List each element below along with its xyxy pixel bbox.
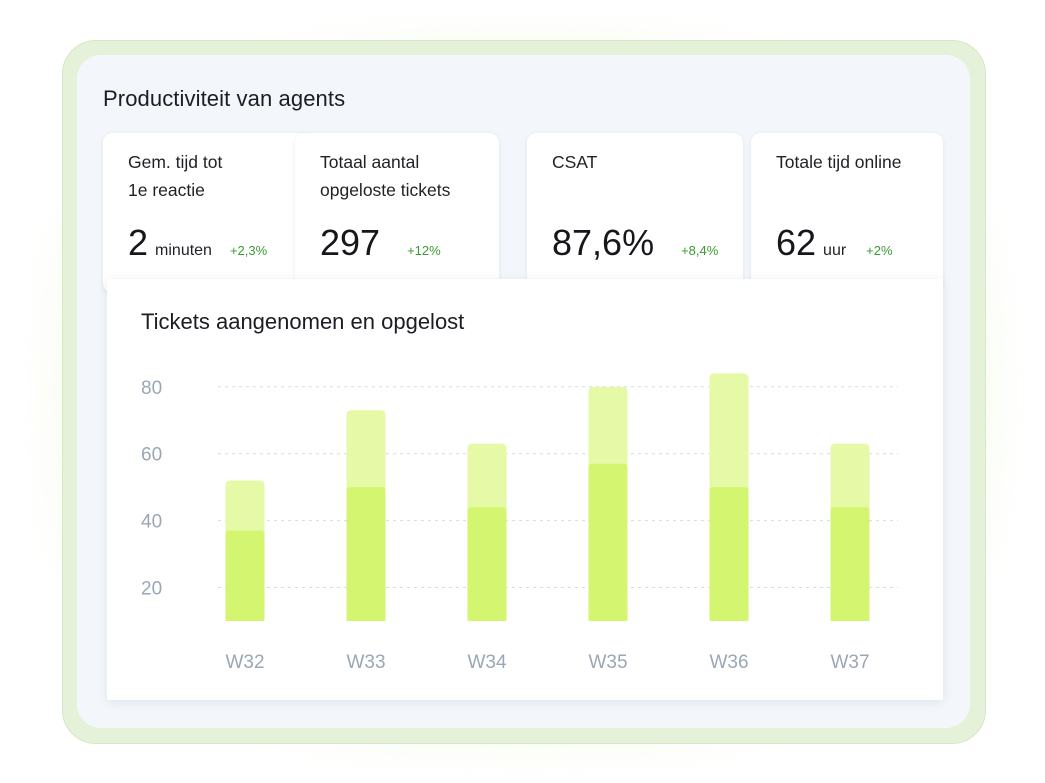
x-tick-label: W36 bbox=[709, 652, 748, 673]
kpi-delta: +12% bbox=[407, 243, 441, 258]
kpi-value: 297 bbox=[320, 222, 381, 263]
y-tick-label: 60 bbox=[141, 445, 162, 466]
bar-resolved bbox=[588, 463, 628, 621]
x-tick-label: W32 bbox=[225, 652, 264, 673]
bar-resolved bbox=[709, 487, 749, 621]
bar-resolved bbox=[830, 507, 870, 621]
kpi-delta: +2% bbox=[866, 243, 893, 258]
y-tick-label: 20 bbox=[141, 579, 162, 600]
kpi-value: 87,6% bbox=[552, 222, 655, 263]
x-tick-label: W35 bbox=[588, 652, 627, 673]
kpi-label: Totaal aantal opgeloste tickets bbox=[320, 152, 451, 200]
kpi-label: CSAT bbox=[552, 152, 598, 172]
kpi-label: Totale tijd online bbox=[776, 152, 902, 172]
x-tick-label: W37 bbox=[830, 652, 869, 673]
kpi-card-csat[interactable]: CSAT 87,6% +8,4% bbox=[527, 133, 743, 293]
kpi-unit: minuten bbox=[155, 242, 212, 259]
kpi-card-online-time[interactable]: Totale tijd online 62 uur +2% bbox=[751, 133, 943, 293]
bar-resolved bbox=[346, 487, 386, 621]
kpi-unit: uur bbox=[823, 242, 847, 259]
x-tick-label: W34 bbox=[467, 652, 507, 673]
kpi-label: Gem. tijd tot 1e reactie bbox=[128, 152, 223, 200]
page-title: Productiviteit van agents bbox=[103, 86, 346, 111]
bar-resolved bbox=[225, 530, 265, 621]
kpi-card-resolved-tickets[interactable]: Totaal aantal opgeloste tickets 297 +12% bbox=[295, 133, 499, 293]
kpi-delta: +8,4% bbox=[681, 243, 719, 258]
y-tick-label: 40 bbox=[141, 512, 162, 533]
kpi-value: 62 bbox=[776, 222, 817, 263]
kpi-card-first-response[interactable]: Gem. tijd tot 1e reactie 2 minuten +2,3% bbox=[103, 133, 313, 293]
y-tick-label: 80 bbox=[141, 378, 162, 399]
x-tick-label: W33 bbox=[346, 652, 385, 673]
bar-resolved bbox=[467, 507, 507, 621]
kpi-delta: +2,3% bbox=[229, 243, 268, 258]
kpi-value: 2 bbox=[128, 222, 149, 263]
chart-title: Tickets aangenomen en opgelost bbox=[141, 309, 465, 334]
